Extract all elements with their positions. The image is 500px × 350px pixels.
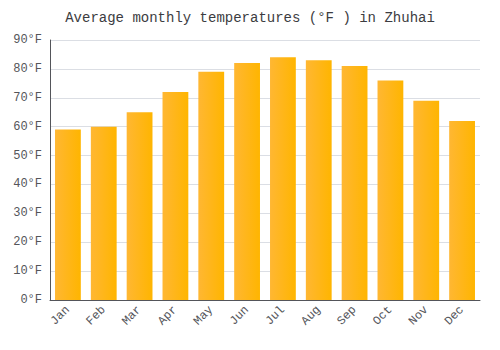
svg-text:40°F: 40°F <box>13 177 42 191</box>
svg-text:50°F: 50°F <box>13 149 42 163</box>
svg-text:Average monthly temperatures (: Average monthly temperatures (°F ) in Zh… <box>65 10 435 26</box>
svg-text:10°F: 10°F <box>13 264 42 278</box>
svg-text:30°F: 30°F <box>13 206 42 220</box>
svg-text:Aug: Aug <box>299 303 324 328</box>
svg-text:Jan: Jan <box>48 303 73 328</box>
svg-text:70°F: 70°F <box>13 91 42 105</box>
svg-text:20°F: 20°F <box>13 235 42 249</box>
svg-text:80°F: 80°F <box>13 62 42 76</box>
svg-text:Apr: Apr <box>155 303 180 328</box>
svg-text:Jul: Jul <box>263 303 288 328</box>
svg-text:Feb: Feb <box>84 303 109 328</box>
svg-text:Nov: Nov <box>406 303 431 328</box>
svg-text:90°F: 90°F <box>13 33 42 47</box>
svg-text:60°F: 60°F <box>13 120 42 134</box>
svg-text:Oct: Oct <box>370 303 395 328</box>
svg-text:Mar: Mar <box>119 303 144 328</box>
svg-text:Jun: Jun <box>227 303 252 328</box>
svg-text:0°F: 0°F <box>20 293 42 307</box>
svg-text:Sep: Sep <box>334 303 359 328</box>
svg-text:May: May <box>191 303 216 328</box>
svg-text:Dec: Dec <box>442 303 467 328</box>
